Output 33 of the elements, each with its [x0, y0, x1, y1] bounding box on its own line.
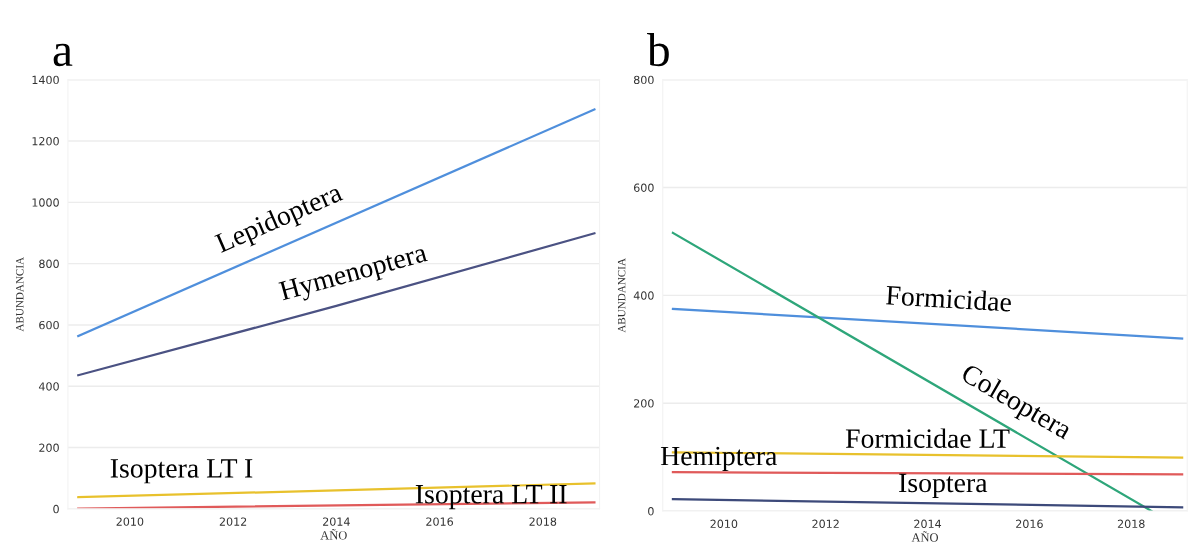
- x-tick-label: 2018: [1117, 519, 1145, 528]
- series-label: Isoptera LT I: [110, 459, 253, 484]
- y-tick-label: 600: [633, 183, 654, 192]
- y-tick-label: 800: [39, 259, 59, 269]
- x-axis-title: AÑO: [320, 528, 347, 540]
- chart-title: b: [647, 33, 669, 67]
- y-tick-label: 0: [648, 507, 654, 516]
- series-label: Isoptera: [899, 473, 988, 498]
- y-tick-label: 1400: [32, 75, 59, 85]
- y-axis-title: ABUNDANCIA: [16, 257, 24, 332]
- y-tick-label: 400: [633, 291, 654, 300]
- x-tick-label: 2014: [914, 519, 942, 528]
- y-tick-label: 200: [39, 443, 59, 452]
- series-label: Hemiptera: [660, 446, 777, 472]
- series-label: Formicidae: [885, 284, 1012, 312]
- y-tick-label: 0: [53, 504, 59, 514]
- y-tick-label: 400: [38, 382, 59, 391]
- x-tick-label: 2010: [710, 519, 738, 528]
- y-tick-label: 800: [633, 75, 654, 85]
- y-axis-title: ABUNDANCIA: [617, 258, 626, 333]
- y-tick-label: 600: [39, 320, 59, 330]
- x-tick-label: 2014: [323, 517, 350, 526]
- x-tick-label: 2012: [219, 517, 247, 526]
- x-tick-label: 2018: [529, 517, 557, 526]
- y-tick-label: 1200: [32, 137, 59, 146]
- x-tick-label: 2010: [116, 517, 144, 526]
- x-tick-label: 2016: [1016, 519, 1043, 528]
- chart-title: a: [53, 43, 73, 67]
- x-axis-title: AÑO: [911, 531, 939, 542]
- x-tick-label: 2012: [812, 519, 839, 528]
- x-tick-label: 2016: [426, 517, 454, 526]
- y-tick-label: 1000: [32, 198, 59, 207]
- y-tick-label: 200: [634, 399, 654, 408]
